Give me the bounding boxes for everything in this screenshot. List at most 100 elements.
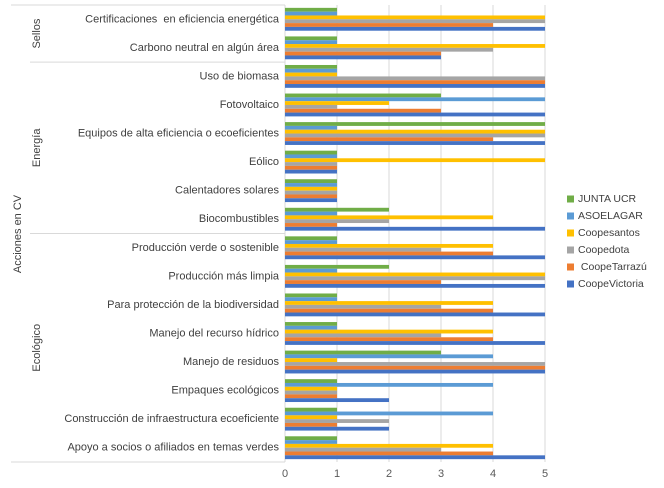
bar-asoelagar-produccion-mas-limpia (285, 268, 337, 273)
bar-coopetarrazu-apoyo-a-socios-o-afiliados-en-temas-verdes (285, 451, 493, 456)
group-label-sellos: Sellos (31, 18, 43, 48)
bar-coopesantos-carbono-neutral-en-algun-area (285, 44, 545, 48)
bar-coopetarrazu-uso-de-biomasa (285, 80, 545, 85)
category-label-eolico: Eólico (249, 156, 279, 168)
bar-coopevictoria-uso-de-biomasa (285, 84, 545, 88)
group-label-energia: Energía (31, 128, 43, 167)
bar-coopedota-apoyo-a-socios-o-afiliados-en-temas-verdes (285, 447, 441, 452)
bar-coopedota-uso-de-biomasa (285, 76, 545, 81)
x-axis-tick-labels: 0 1 2 3 4 5 (282, 468, 548, 480)
x-tick-label: 3 (438, 468, 444, 480)
bar-junta-ucr-apoyo-a-socios-o-afiliados-en-temas-verdes (285, 436, 337, 441)
bar-coopedota-produccion-verde-o-sostenible (285, 247, 441, 252)
bar-asoelagar-calentadores-solares (285, 183, 337, 187)
category-label-certificaciones-en-eficiencia-energetica: Certificaciones en eficiencia energética (85, 13, 280, 25)
bar-coopetarrazu-biocombustibles (285, 223, 337, 227)
bar-coopevictoria-calentadores-solares (285, 198, 337, 203)
bar-coopevictoria-para-proteccion-de-la-biodiversidad (285, 312, 545, 317)
bar-coopesantos-manejo-de-residuos (285, 358, 337, 363)
legend-item-coopevictoria: CoopeVictoria (567, 278, 644, 290)
bar-coopevictoria-produccion-verde-o-sostenible (285, 255, 545, 260)
bar-coopesantos-construccion-de-infraestructura-ecoeficiente (285, 415, 337, 420)
legend-swatch (567, 195, 574, 203)
bar-coopevictoria-biocombustibles (285, 226, 545, 231)
bar-coopedota-manejo-de-residuos (285, 362, 545, 366)
bar-coopetarrazu-carbono-neutral-en-algun-area (285, 51, 441, 56)
legend-item-coopesantos: Coopesantos (567, 227, 640, 239)
bar-coopedota-produccion-mas-limpia (285, 276, 545, 281)
x-tick-label: 1 (334, 468, 340, 480)
bar-coopedota-biocombustibles (285, 219, 389, 224)
category-label-biocombustibles: Biocombustibles (199, 213, 280, 225)
bar-asoelagar-construccion-de-infraestructura-ecoeficiente (285, 411, 493, 416)
bar-coopesantos-eolico (285, 158, 545, 163)
bar-coopevictoria-carbono-neutral-en-algun-area (285, 55, 441, 60)
bar-coopevictoria-produccion-mas-limpia (285, 283, 545, 288)
bar-junta-ucr-carbono-neutral-en-algun-area (285, 36, 337, 41)
x-tick-label: 4 (490, 468, 496, 480)
bar-junta-ucr-fotovoltaico (285, 93, 441, 98)
bar-coopesantos-biocombustibles (285, 215, 493, 220)
bar-asoelagar-certificaciones-en-eficiencia-energetica (285, 11, 337, 16)
bar-coopesantos-fotovoltaico (285, 101, 389, 105)
bar-coopevictoria-equipos-de-alta-eficiencia-o-ecoeficientes (285, 141, 545, 145)
bar-coopesantos-apoyo-a-socios-o-afiliados-en-temas-verdes (285, 443, 493, 448)
bar-asoelagar-apoyo-a-socios-o-afiliados-en-temas-verdes (285, 440, 337, 444)
bar-junta-ucr-empaques-ecologicos (285, 379, 337, 383)
legend-item-coopetarrazu: CoopeTarrazú (567, 261, 647, 273)
bar-coopevictoria-construccion-de-infraestructura-ecoeficiente (285, 426, 389, 431)
x-tick-label: 2 (386, 468, 392, 480)
bar-coopevictoria-apoyo-a-socios-o-afiliados-en-temas-verdes (285, 455, 545, 460)
category-axis-separators (11, 4, 285, 463)
legend-item-asoelagar: ASOELAGAR (567, 210, 643, 222)
bar-coopevictoria-certificaciones-en-eficiencia-energetica (285, 26, 545, 31)
bar-coopesantos-produccion-mas-limpia (285, 272, 545, 277)
legend-label: ASOELAGAR (578, 210, 643, 222)
bar-coopetarrazu-certificaciones-en-eficiencia-energetica (285, 23, 493, 27)
bar-coopesantos-manejo-del-recurso-hidrico (285, 329, 493, 334)
bar-asoelagar-carbono-neutral-en-algun-area (285, 40, 337, 45)
bar-coopesantos-empaques-ecologicos (285, 386, 337, 391)
y-axis-title: Acciones en CV (12, 194, 24, 273)
category-label-manejo-del-recurso-hidrico: Manejo del recurso hídrico (149, 327, 279, 339)
bar-asoelagar-manejo-de-residuos (285, 354, 493, 359)
category-label-uso-de-biomasa: Uso de biomasa (200, 70, 280, 82)
bars (285, 7, 545, 460)
bar-asoelagar-manejo-del-recurso-hidrico (285, 325, 337, 330)
legend-label: JUNTA UCR (578, 193, 637, 205)
legend-label: CoopeVictoria (578, 278, 644, 290)
category-label-carbono-neutral-en-algun-area: Carbono neutral en algún área (130, 42, 280, 54)
legend-label: Coopedota (578, 244, 630, 256)
bar-asoelagar-biocombustibles (285, 211, 337, 216)
legend-swatch (567, 280, 574, 288)
bar-coopedota-empaques-ecologicos (285, 390, 337, 395)
bar-coopedota-fotovoltaico (285, 104, 337, 109)
bar-coopesantos-uso-de-biomasa (285, 72, 337, 77)
bar-coopedota-para-proteccion-de-la-biodiversidad (285, 304, 441, 309)
group-label-ecologico: Ecológico (31, 324, 43, 372)
legend-label: Coopesantos (578, 227, 640, 239)
bar-junta-ucr-calentadores-solares (285, 179, 337, 184)
category-label-produccion-verde-o-sostenible: Producción verde o sostenible (132, 242, 279, 254)
legend-item-coopedota: Coopedota (567, 244, 630, 256)
bar-coopetarrazu-calentadores-solares (285, 194, 337, 199)
category-label-equipos-de-alta-eficiencia-o-ecoeficientes: Equipos de alta eficiencia o ecoeficient… (78, 128, 280, 140)
bar-asoelagar-para-proteccion-de-la-biodiversidad (285, 297, 337, 302)
bar-junta-ucr-produccion-verde-o-sostenible (285, 236, 337, 241)
bar-coopedota-equipos-de-alta-eficiencia-o-ecoeficientes (285, 133, 545, 138)
legend-swatch (567, 229, 574, 237)
bar-asoelagar-uso-de-biomasa (285, 68, 337, 73)
category-label-construccion-de-infraestructura-ecoeficiente: Construcción de infraestructura ecoefici… (64, 413, 279, 425)
bar-coopetarrazu-fotovoltaico (285, 108, 441, 113)
legend-swatch (567, 263, 574, 271)
bar-junta-ucr-certificaciones-en-eficiencia-energetica (285, 7, 337, 12)
bar-coopesantos-equipos-de-alta-eficiencia-o-ecoeficientes (285, 129, 545, 134)
bar-coopetarrazu-construccion-de-infraestructura-ecoeficiente (285, 422, 337, 427)
category-label-produccion-mas-limpia: Producción más limpia (168, 270, 280, 282)
bar-asoelagar-produccion-verde-o-sostenible (285, 240, 337, 244)
bar-junta-ucr-uso-de-biomasa (285, 64, 337, 69)
bar-coopevictoria-eolico (285, 169, 337, 174)
bar-coopesantos-certificaciones-en-eficiencia-energetica (285, 15, 545, 20)
bar-coopetarrazu-eolico (285, 165, 337, 170)
